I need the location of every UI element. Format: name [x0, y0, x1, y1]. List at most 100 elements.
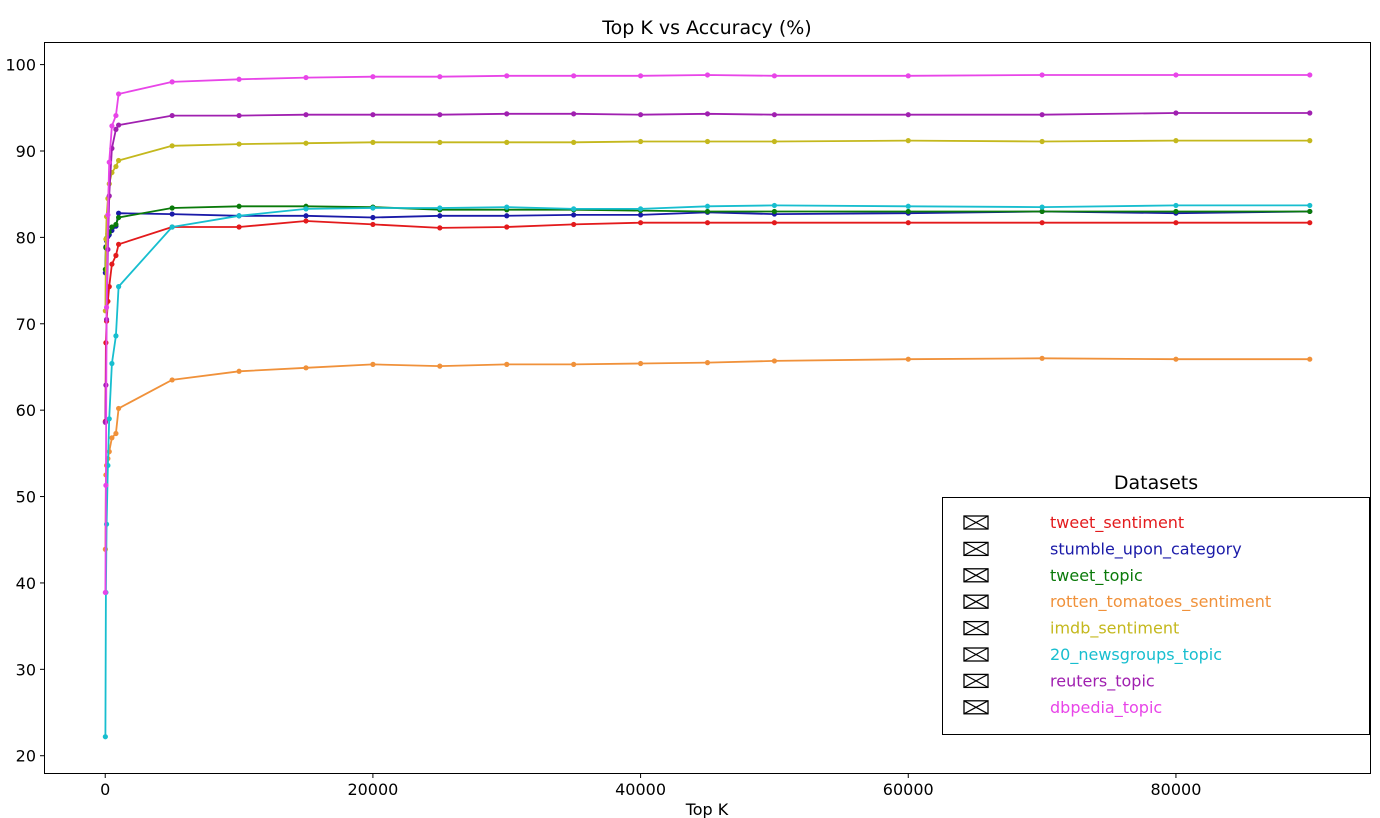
data-point	[106, 416, 112, 422]
data-point	[1307, 208, 1313, 215]
y-tick-label: 100	[5, 56, 36, 75]
data-point	[571, 73, 577, 79]
data-point	[437, 225, 443, 231]
data-point	[236, 368, 242, 374]
legend-label: tweet_sentiment	[1050, 513, 1184, 533]
data-point	[113, 221, 119, 228]
data-point	[102, 589, 108, 596]
data-point	[113, 333, 119, 339]
legend-label: 20_newsgroups_topic	[1050, 645, 1222, 665]
x-tick-label: 80000	[1150, 780, 1201, 799]
data-point	[106, 159, 112, 165]
data-point	[109, 360, 115, 367]
series-imdb_sentiment	[102, 138, 1313, 314]
x-tick-label: 20000	[347, 780, 398, 799]
data-point	[1039, 208, 1045, 215]
data-point	[1039, 355, 1045, 361]
legend-item: reuters_topic	[963, 671, 1155, 691]
data-point	[169, 377, 175, 383]
data-point	[571, 111, 577, 117]
legend-label: rotten_tomatoes_sentiment	[1050, 592, 1271, 612]
data-point	[571, 221, 577, 228]
data-point	[370, 361, 376, 367]
data-point	[704, 138, 711, 145]
missing-glyph-icon	[963, 673, 989, 689]
legend-items: tweet_sentiment stumble_upon_categorytwee…	[963, 513, 1271, 718]
data-point	[1307, 356, 1313, 362]
y-tick-label: 80	[16, 228, 36, 247]
data-point	[370, 205, 376, 211]
data-point	[109, 435, 115, 441]
data-point	[704, 72, 711, 78]
data-point	[437, 139, 443, 145]
data-point	[303, 112, 309, 118]
data-point	[637, 360, 644, 367]
missing-glyph-icon	[963, 594, 989, 609]
data-point	[303, 206, 309, 212]
data-point	[103, 304, 110, 310]
data-point	[303, 213, 309, 219]
data-point	[1173, 202, 1179, 209]
series-tweet_sentiment	[102, 218, 1313, 424]
y-tick-label: 70	[16, 315, 36, 334]
data-point	[771, 358, 778, 364]
data-point	[102, 734, 108, 740]
data-point	[637, 138, 644, 145]
missing-glyph-icon	[963, 568, 989, 583]
y-tick-label: 60	[16, 401, 36, 420]
data-point	[169, 224, 175, 230]
x-axis-label: Top K	[685, 800, 729, 818]
series-line	[104, 74, 1310, 593]
series-tweet_topic	[102, 203, 1313, 272]
data-point	[905, 112, 911, 118]
data-point	[437, 74, 443, 80]
data-point	[905, 356, 911, 362]
legend-item: dbpedia_topic	[963, 698, 1162, 718]
data-point	[571, 139, 577, 145]
data-point	[1039, 204, 1045, 210]
legend-label: reuters_topic	[1050, 671, 1155, 691]
data-point	[771, 220, 778, 226]
data-point	[370, 139, 376, 145]
data-point	[771, 112, 778, 118]
data-point	[437, 205, 443, 211]
data-point	[637, 212, 644, 218]
y-tick-label: 20	[16, 747, 36, 766]
data-point	[504, 111, 510, 117]
series-line	[104, 204, 1310, 737]
data-point	[1307, 220, 1313, 226]
data-point	[113, 430, 119, 437]
data-point	[236, 112, 242, 119]
data-point	[504, 139, 510, 145]
data-point	[169, 112, 175, 119]
data-point	[637, 220, 644, 226]
data-point	[905, 73, 911, 79]
legend-label: dbpedia_topic	[1050, 698, 1162, 718]
data-point	[771, 202, 778, 209]
data-point	[370, 214, 376, 221]
data-point	[236, 141, 242, 147]
y-tick-label: 40	[16, 574, 36, 593]
data-point	[571, 206, 577, 212]
data-point	[1307, 202, 1313, 209]
data-point	[1173, 110, 1179, 116]
missing-glyph-icon	[963, 515, 989, 530]
data-point	[704, 220, 711, 226]
legend-item: stumble_upon_category	[963, 539, 1242, 559]
legend-label: imdb_sentiment	[1050, 619, 1179, 639]
x-axis: 0 20000 40000 60000 80000	[100, 773, 1201, 799]
data-point	[504, 73, 510, 79]
series-20_newsgroups_topic	[102, 202, 1313, 740]
data-point	[1173, 208, 1179, 215]
data-point	[1173, 220, 1179, 226]
legend-item: 20_newsgroups_topic	[963, 645, 1222, 665]
plot-frame	[44, 42, 1371, 774]
missing-glyph-icon	[963, 647, 989, 662]
data-point	[704, 203, 711, 209]
data-point	[109, 261, 115, 267]
data-point	[303, 218, 309, 224]
data-point	[303, 365, 309, 371]
data-point	[704, 208, 711, 215]
data-point	[116, 241, 122, 247]
